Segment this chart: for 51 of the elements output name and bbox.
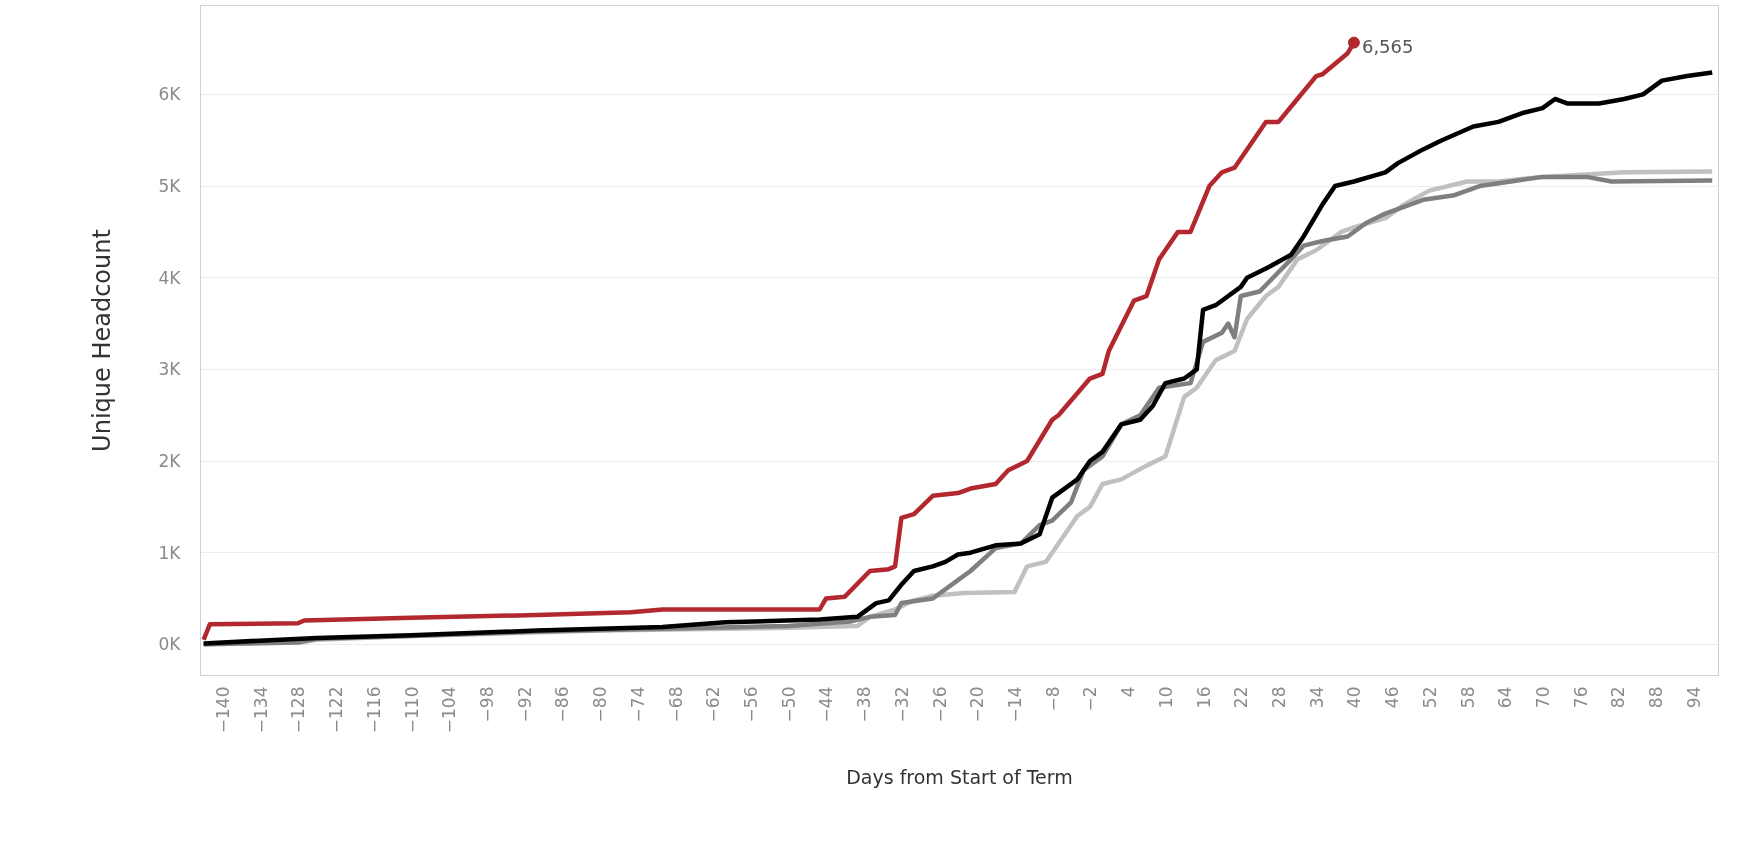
x-tick-label: −20 [967,686,988,723]
y-axis-title: Unique Headcount [87,229,116,452]
x-tick-label: −8 [1042,686,1063,712]
x-tick-label: 88 [1646,686,1667,709]
x-tick-label: 76 [1570,686,1591,709]
x-tick-label: 16 [1193,686,1214,709]
x-tick-label: −122 [326,686,347,734]
x-tick-label: −14 [1005,686,1025,723]
x-tick-label: −32 [891,686,912,723]
x-axis-title: Days from Start of Term [846,766,1073,789]
annotation: 6,565 [1361,35,1414,57]
x-tick-label: 22 [1231,686,1252,709]
x-tick-label: 46 [1382,686,1403,709]
x-tick-label: −110 [401,686,422,734]
x-tick-label: −140 [213,686,233,734]
x-tick-label: −38 [854,686,875,723]
x-tick-label: −2 [1080,686,1101,712]
x-tick-label: −62 [703,686,724,723]
y-tick-label: 6K [158,84,182,105]
x-tick-label: −26 [929,686,950,723]
x-tick-label: −128 [288,686,309,734]
x-tick-label: 40 [1344,686,1365,709]
line-series [201,70,1715,646]
x-tick-label: 58 [1457,686,1478,709]
x-tick-label: −98 [477,686,497,723]
x-tick-label: 28 [1269,686,1289,709]
x-tick-label: 70 [1533,686,1553,709]
x-tick-label: 10 [1155,686,1176,709]
x-tick-label: 52 [1419,686,1440,709]
x-tick-label: −86 [552,686,573,723]
x-tick-label: −50 [778,686,799,723]
y-tick-label: 5K [158,176,182,197]
x-tick-label: −134 [250,686,271,734]
y-tick-label: 0K [158,634,182,655]
x-tick-label: −74 [627,686,648,723]
x-tick-label: −56 [741,686,761,723]
y-tick-label: 4K [158,267,182,288]
x-tick-label: −104 [439,686,460,734]
y-tick-label: 2K [158,451,182,472]
x-tick-label: −44 [816,686,837,723]
x-tick-label: 4 [1118,686,1139,698]
x-tick-label: −116 [363,686,384,734]
y-tick-label: 1K [158,542,182,563]
x-tick-label: −68 [665,686,686,723]
x-tick-label: 82 [1608,686,1629,709]
x-tick-label: 34 [1306,686,1327,709]
x-tick-label: 94 [1683,686,1704,709]
x-tick-label: 64 [1495,686,1516,709]
x-tick-label: −80 [590,686,611,723]
y-tick-label: 3K [158,359,182,380]
x-tick-label: −92 [514,686,535,723]
